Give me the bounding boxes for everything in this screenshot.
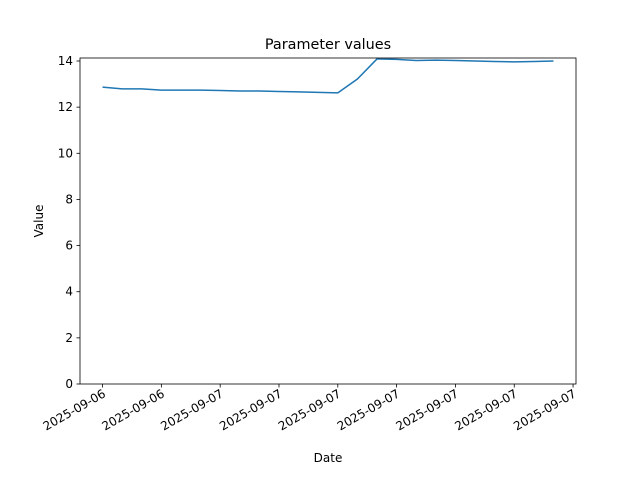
y-tick-label: 14 [58,54,73,68]
line-series [102,58,554,94]
y-tick-label: 10 [58,146,73,160]
y-axis-label: Value [32,205,46,238]
plot-frame [79,57,577,385]
y-tick-label: 12 [58,100,73,114]
x-axis-label: Date [314,451,343,465]
y-tick-label: 8 [65,192,73,206]
y-tick-label: 2 [65,331,73,345]
chart-title: Parameter values [265,37,391,53]
y-tick-label: 6 [65,239,73,253]
y-tick-label: 0 [65,377,73,391]
y-tick-label: 4 [65,285,73,299]
